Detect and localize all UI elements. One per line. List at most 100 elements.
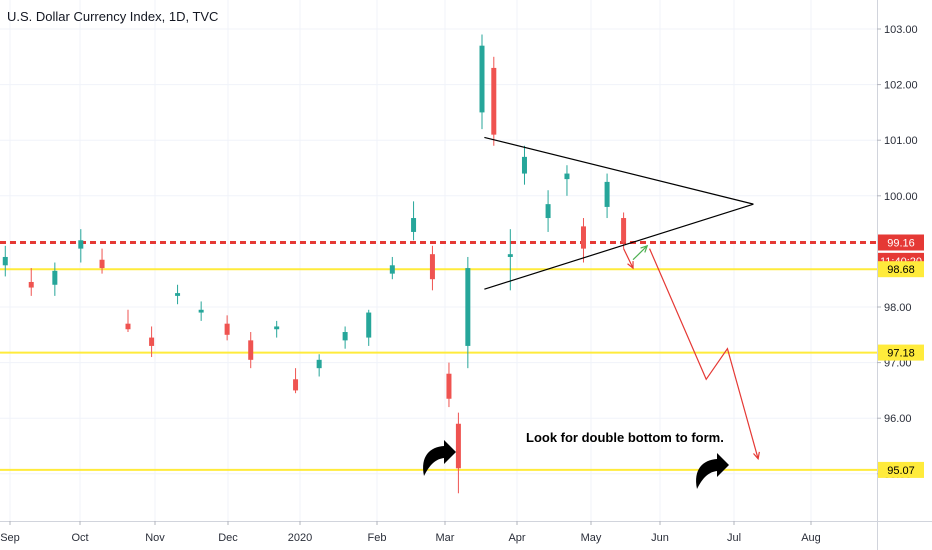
candle <box>366 309 372 346</box>
x-tick-label: Aug <box>801 532 821 544</box>
candle-body <box>455 423 461 469</box>
price-label-text: 95.07 <box>887 465 915 477</box>
grid <box>0 0 877 521</box>
y-tick-label: 101.00 <box>884 135 918 147</box>
candle <box>28 268 34 296</box>
candle <box>342 326 348 349</box>
price-label: 98.68 <box>878 261 924 278</box>
candle-body <box>479 45 485 113</box>
candle <box>465 256 471 369</box>
candle <box>52 262 58 296</box>
candle <box>316 354 322 377</box>
horizontal-levels <box>0 241 877 471</box>
candle <box>507 229 513 291</box>
candle-body <box>149 337 155 346</box>
red-projection-arrow <box>623 248 634 269</box>
candle-body <box>99 259 105 269</box>
candle <box>274 320 280 338</box>
red-projection-arrow <box>649 248 759 459</box>
x-tick-label: Jul <box>727 532 741 544</box>
x-tick-label: May <box>581 532 602 544</box>
red-arrow-head <box>627 261 634 270</box>
y-tick-label: 102.00 <box>884 80 918 92</box>
chart-title: U.S. Dollar Currency Index, 1D, TVC <box>7 9 218 24</box>
candle-body <box>125 323 131 330</box>
price-label-text: 99.16 <box>887 238 915 250</box>
candle-body <box>366 312 372 338</box>
price-label-box <box>878 261 924 278</box>
candle <box>580 218 586 263</box>
candlesticks <box>2 34 627 494</box>
candle <box>455 412 461 494</box>
candle-body <box>521 156 527 174</box>
price-label: 99.16 <box>878 234 924 251</box>
y-tick-label: 97.00 <box>884 358 912 370</box>
curved-arrow-icon <box>696 453 729 489</box>
candle <box>78 229 84 263</box>
candle-body <box>2 256 8 266</box>
candle-body <box>274 326 280 330</box>
candle <box>248 332 254 369</box>
price-label-text: 97.18 <box>887 348 915 360</box>
candle <box>389 256 395 280</box>
x-tick-label: Feb <box>368 532 387 544</box>
candle-body <box>293 379 299 391</box>
trendlines-and-arrows <box>484 136 760 461</box>
green-projection-arrow <box>632 245 648 261</box>
candle-body <box>621 218 627 243</box>
annotation-note: Look for double bottom to form. <box>526 430 724 445</box>
candle <box>521 145 527 185</box>
y-tick-label: 96.00 <box>884 413 912 425</box>
candle-body <box>248 340 254 360</box>
curved-arrow-icons <box>423 440 729 489</box>
candle-body <box>342 332 348 341</box>
candle <box>604 173 610 219</box>
candle <box>564 165 570 196</box>
candle <box>125 309 131 333</box>
price-label: 95.07 <box>878 461 924 478</box>
price-label-text: 98.68 <box>887 264 915 276</box>
candle-body <box>564 173 570 180</box>
candle-body <box>224 323 230 335</box>
candle <box>411 201 417 241</box>
candle-body <box>198 309 204 313</box>
candle <box>429 245 435 291</box>
candle-body <box>28 281 34 288</box>
candle <box>198 301 204 321</box>
price-label: 97.18 <box>878 344 924 361</box>
price-label-box <box>878 234 924 251</box>
x-tick-label: Nov <box>145 532 165 544</box>
candle-body <box>78 240 84 249</box>
candle <box>175 284 181 305</box>
x-tick-label: Apr <box>508 532 525 544</box>
candle <box>491 56 497 146</box>
candle <box>2 245 8 277</box>
y-tick-label: 100.00 <box>884 191 918 203</box>
triangle-trendline <box>484 203 754 290</box>
x-tick-label: Dec <box>218 532 238 544</box>
x-tick-label: Oct <box>71 532 88 544</box>
price-axis: 103.00 102.00 101.00 100.00 98.00 97.00 96.00 9… <box>877 24 918 481</box>
triangle-trendline <box>484 136 754 205</box>
candle-body <box>545 204 551 219</box>
candle-body <box>604 181 610 207</box>
x-tick-label: 2020 <box>288 532 312 544</box>
candle-body <box>429 254 435 280</box>
candle-body <box>446 373 452 399</box>
price-label-box <box>878 461 924 478</box>
candle-body <box>465 268 471 346</box>
candle-body <box>175 293 181 296</box>
candle <box>545 190 551 232</box>
candle-body <box>316 359 322 369</box>
candle-body <box>491 67 497 135</box>
x-tick-label: Mar <box>436 532 455 544</box>
candle <box>621 212 627 249</box>
x-tick-label: Sep <box>0 532 20 544</box>
candle-body <box>52 270 58 285</box>
time-axis: Sep Oct Nov Dec 2020 Feb Mar Apr May Jun Jul Aug <box>0 521 821 544</box>
candle-body <box>389 265 395 274</box>
candle <box>224 315 230 341</box>
candle-body <box>580 226 586 249</box>
